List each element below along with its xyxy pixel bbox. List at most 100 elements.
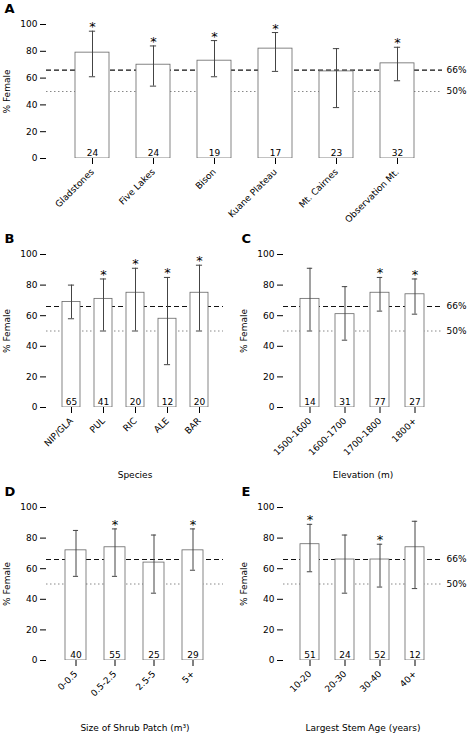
svg-text:Largest Stem Age (years): Largest Stem Age (years) xyxy=(306,723,421,733)
svg-text:0.5-2.5: 0.5-2.5 xyxy=(89,669,119,699)
svg-text:50%: 50% xyxy=(447,579,467,589)
svg-text:60: 60 xyxy=(263,564,275,574)
svg-text:40: 40 xyxy=(70,650,82,660)
svg-text:60: 60 xyxy=(26,311,38,321)
svg-text:ALE: ALE xyxy=(152,415,171,434)
svg-text:40+: 40+ xyxy=(398,669,419,690)
svg-text:*: * xyxy=(377,265,384,280)
svg-text:100: 100 xyxy=(20,502,37,512)
svg-text:E: E xyxy=(242,484,251,499)
svg-text:Species: Species xyxy=(118,470,153,480)
svg-text:0-0.5: 0-0.5 xyxy=(56,669,80,693)
svg-text:*: * xyxy=(196,253,203,268)
svg-text:0: 0 xyxy=(32,402,38,412)
svg-text:80: 80 xyxy=(26,533,38,543)
svg-text:*: * xyxy=(190,517,197,532)
svg-text:% Female: % Female xyxy=(239,562,249,606)
svg-text:D: D xyxy=(5,484,16,499)
svg-text:Observation Mt.: Observation Mt. xyxy=(343,167,401,225)
svg-text:60: 60 xyxy=(26,564,38,574)
svg-text:C: C xyxy=(242,231,252,246)
svg-text:10-20: 10-20 xyxy=(288,669,314,695)
svg-text:Kuane Plateau: Kuane Plateau xyxy=(226,167,279,220)
svg-text:12: 12 xyxy=(409,650,420,660)
svg-text:25: 25 xyxy=(148,650,159,660)
svg-text:100: 100 xyxy=(257,249,274,259)
svg-text:Five Lakes: Five Lakes xyxy=(117,166,157,206)
svg-text:20: 20 xyxy=(263,625,275,635)
svg-text:31: 31 xyxy=(339,397,350,407)
svg-text:5+: 5+ xyxy=(180,669,196,685)
svg-text:*: * xyxy=(272,21,279,36)
svg-text:PUL: PUL xyxy=(88,416,107,435)
svg-text:65: 65 xyxy=(66,397,77,407)
svg-text:30-40: 30-40 xyxy=(358,669,384,695)
svg-text:2.5-5: 2.5-5 xyxy=(134,669,158,693)
svg-text:% Female: % Female xyxy=(239,309,249,353)
svg-text:*: * xyxy=(150,34,157,49)
svg-text:40: 40 xyxy=(263,594,275,604)
svg-text:*: * xyxy=(211,29,218,44)
svg-text:20: 20 xyxy=(130,397,142,407)
svg-text:60: 60 xyxy=(263,311,275,321)
svg-text:80: 80 xyxy=(26,46,38,56)
svg-text:% Female: % Female xyxy=(2,562,12,606)
svg-text:41: 41 xyxy=(98,397,109,407)
svg-text:*: * xyxy=(112,517,119,532)
svg-text:29: 29 xyxy=(187,650,199,660)
svg-text:*: * xyxy=(164,265,171,280)
svg-text:66%: 66% xyxy=(447,301,467,311)
svg-text:50%: 50% xyxy=(447,86,467,96)
svg-text:100: 100 xyxy=(20,19,37,29)
svg-text:% Female: % Female xyxy=(2,309,12,353)
svg-text:20: 20 xyxy=(26,372,38,382)
svg-text:0: 0 xyxy=(269,655,275,665)
svg-text:RIC: RIC xyxy=(121,416,139,434)
svg-text:32: 32 xyxy=(392,148,403,158)
svg-text:14: 14 xyxy=(304,397,316,407)
svg-text:*: * xyxy=(394,35,401,50)
svg-text:20-30: 20-30 xyxy=(323,669,349,695)
svg-text:0: 0 xyxy=(32,153,38,163)
svg-text:24: 24 xyxy=(339,650,351,660)
svg-text:40: 40 xyxy=(26,100,38,110)
svg-text:80: 80 xyxy=(263,280,275,290)
svg-text:*: * xyxy=(307,512,314,527)
svg-text:Size of Shrub Patch (m³): Size of Shrub Patch (m³) xyxy=(80,723,189,733)
svg-text:NIP/GLA: NIP/GLA xyxy=(42,415,75,448)
svg-text:20: 20 xyxy=(26,625,38,635)
svg-text:52: 52 xyxy=(374,650,385,660)
svg-text:B: B xyxy=(5,231,15,246)
svg-text:100: 100 xyxy=(257,502,274,512)
svg-text:55: 55 xyxy=(109,650,120,660)
svg-text:80: 80 xyxy=(26,280,38,290)
svg-text:Elevation (m): Elevation (m) xyxy=(333,470,393,480)
svg-text:A: A xyxy=(5,1,15,16)
svg-text:12: 12 xyxy=(162,397,173,407)
svg-text:Mt. Cairnes: Mt. Cairnes xyxy=(297,166,340,209)
svg-text:BAR: BAR xyxy=(183,416,203,436)
svg-text:*: * xyxy=(89,19,96,34)
svg-text:1700-1800: 1700-1800 xyxy=(342,416,384,458)
svg-text:*: * xyxy=(132,256,139,271)
svg-text:*: * xyxy=(100,267,107,282)
svg-text:40: 40 xyxy=(26,594,38,604)
svg-text:80: 80 xyxy=(263,533,275,543)
svg-text:50%: 50% xyxy=(447,326,467,336)
svg-text:24: 24 xyxy=(148,148,160,158)
svg-text:Bison: Bison xyxy=(194,167,218,191)
svg-text:60: 60 xyxy=(26,73,38,83)
svg-text:*: * xyxy=(412,267,419,282)
svg-text:0: 0 xyxy=(32,655,38,665)
svg-text:*: * xyxy=(377,532,384,547)
svg-text:66%: 66% xyxy=(447,65,467,75)
svg-text:Gladstones: Gladstones xyxy=(53,166,96,209)
svg-text:24: 24 xyxy=(87,148,99,158)
svg-text:20: 20 xyxy=(263,372,275,382)
svg-text:40: 40 xyxy=(263,341,275,351)
svg-text:1800+: 1800+ xyxy=(390,416,419,445)
svg-text:27: 27 xyxy=(409,397,420,407)
svg-text:66%: 66% xyxy=(447,554,467,564)
svg-text:100: 100 xyxy=(20,249,37,259)
svg-text:17: 17 xyxy=(270,148,281,158)
